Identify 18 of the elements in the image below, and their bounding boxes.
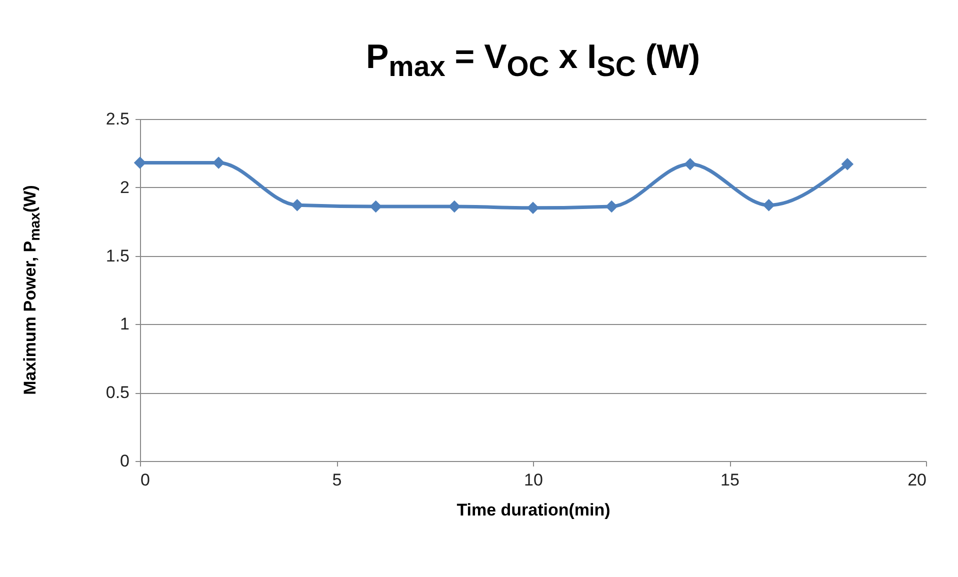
x-axis-title: Time duration(min) [456,500,610,520]
x-tick-label: 20 [908,470,926,490]
point [291,199,304,212]
y-tick-label: 2 [120,178,130,197]
point [370,200,382,213]
y-tick-label: 0.5 [106,383,130,402]
x-tick-label: 15 [720,470,740,490]
point [841,158,854,170]
y-tick-label: 2.5 [106,110,130,128]
point [762,199,775,212]
chart-title: P$_{max}$ = V$_{OC}$ x I$_{SC}$ (W) [364,38,702,84]
y-tick-label: 1.5 [106,246,130,266]
y-tick-label: 0 [120,452,130,470]
x-tick-label: 10 [524,470,543,490]
x-tick-label: 0 [140,470,150,490]
y-tick-label: 1 [120,314,130,334]
point [684,158,696,170]
x-tick-label: 5 [332,470,342,490]
